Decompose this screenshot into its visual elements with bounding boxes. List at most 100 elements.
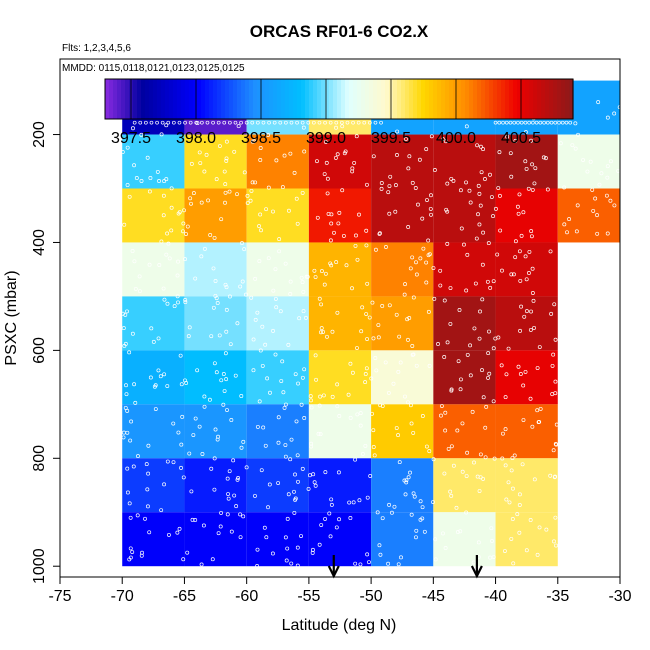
sample-point [576, 132, 581, 137]
sample-point [517, 530, 522, 535]
heatmap-cell [184, 188, 247, 243]
sample-point [288, 457, 293, 462]
x-tick-label: -70 [111, 588, 134, 605]
sample-point [197, 424, 202, 429]
colorbar-segment [109, 79, 114, 119]
sample-point [491, 346, 496, 351]
sample-point [148, 175, 153, 180]
sample-point [499, 363, 504, 368]
sample-point [418, 256, 423, 261]
sample-point [537, 525, 542, 530]
sample-point [283, 454, 288, 459]
sample-point [504, 120, 509, 125]
sample-point [532, 477, 537, 482]
sample-point [207, 397, 212, 402]
sample-point [517, 249, 522, 254]
heatmap-cell [308, 134, 372, 189]
sample-point [281, 390, 286, 395]
sample-point [273, 296, 278, 301]
sample-point [509, 174, 514, 179]
sample-point [421, 246, 426, 251]
sample-point [222, 389, 227, 393]
sample-point [166, 532, 171, 537]
sample-point [531, 298, 536, 303]
sample-point [251, 337, 256, 342]
sample-point [375, 510, 380, 515]
heatmap-cell [495, 188, 558, 243]
sample-point [593, 196, 598, 201]
sample-point [130, 331, 135, 336]
sample-point [127, 194, 132, 199]
sample-point [211, 266, 216, 271]
sample-point [240, 279, 245, 284]
colorbar-segment [381, 79, 386, 119]
sample-point [284, 558, 289, 563]
colorbar-segment [341, 79, 346, 119]
sample-point [333, 155, 338, 160]
sample-point [441, 531, 445, 536]
colorbar-segment [529, 79, 534, 119]
sample-point [488, 285, 493, 290]
sample-point [478, 475, 483, 480]
sample-point [276, 481, 281, 485]
sample-point [532, 325, 537, 330]
sample-point [151, 339, 156, 344]
colorbar-segment [165, 79, 170, 119]
sample-point [519, 233, 524, 238]
sample-point [503, 463, 508, 468]
sample-point [285, 546, 290, 551]
sample-point [564, 120, 569, 125]
sample-point [223, 351, 228, 356]
sample-point [283, 402, 288, 407]
sample-point [379, 120, 383, 125]
sample-point [300, 375, 305, 380]
sample-point [535, 408, 540, 413]
sample-point [175, 294, 180, 299]
sample-point [365, 495, 370, 500]
plot-frame [59, 58, 621, 578]
sample-point [200, 452, 205, 456]
sample-point [224, 139, 229, 144]
sample-point [160, 120, 165, 125]
sample-point [552, 302, 557, 307]
sample-point [374, 368, 379, 373]
sample-point [155, 120, 159, 125]
sample-point [513, 239, 518, 244]
sample-point [483, 425, 488, 430]
sample-point [261, 120, 266, 125]
colorbar-segment [133, 79, 138, 119]
colorbar-segment [197, 79, 202, 119]
colorbar-segment [273, 79, 278, 119]
sample-point [509, 536, 514, 541]
sample-point [612, 111, 617, 116]
sample-point [409, 512, 414, 517]
sample-point [597, 182, 602, 187]
colorbar-segment [329, 79, 334, 119]
sample-point [445, 340, 450, 345]
sample-point [442, 298, 447, 303]
sample-point [128, 515, 133, 520]
sample-point [516, 211, 521, 216]
sample-point [393, 209, 398, 214]
heatmap-cell [246, 404, 309, 459]
colorbar-segment [425, 79, 430, 119]
heatmap-cell [246, 512, 309, 567]
sample-point [328, 261, 333, 266]
sample-point [406, 224, 411, 229]
sample-point [462, 242, 466, 247]
sample-point [356, 120, 361, 125]
sample-point [465, 252, 470, 257]
sample-point [300, 466, 305, 471]
sample-point [334, 120, 339, 125]
sample-point [334, 525, 339, 530]
sample-point [590, 187, 595, 192]
colorbar-segment [449, 79, 454, 119]
sample-point [478, 144, 483, 149]
colorbar-segment [333, 79, 338, 119]
sample-point [309, 441, 314, 446]
sample-point [300, 280, 305, 285]
sample-point [454, 505, 459, 510]
sample-point [464, 124, 469, 129]
sample-point [363, 443, 368, 448]
sample-point [307, 473, 312, 478]
